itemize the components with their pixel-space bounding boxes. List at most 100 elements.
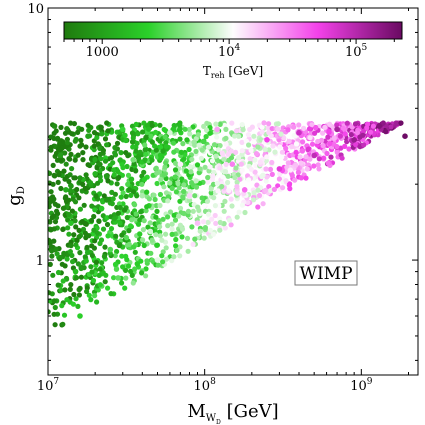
scatter-point — [152, 196, 158, 203]
scatter-point — [157, 233, 163, 239]
scatter-point — [304, 166, 310, 172]
scatter-point — [269, 171, 275, 177]
scatter-point — [252, 169, 258, 175]
scatter-point — [142, 142, 148, 148]
scatter-point — [239, 167, 245, 173]
scatter-point — [130, 157, 136, 163]
scatter-point — [104, 221, 111, 228]
scatter-point — [181, 182, 187, 188]
scatter-point — [202, 225, 208, 231]
scatter-point — [80, 157, 86, 163]
scatter-point — [169, 258, 175, 264]
scatter-point — [228, 222, 234, 228]
scatter-point — [48, 298, 53, 304]
scatter-point — [225, 179, 231, 186]
scatter-point — [279, 149, 285, 155]
scatter-point — [77, 285, 83, 291]
scatter-point — [137, 231, 143, 237]
scatter-point — [111, 216, 117, 222]
scatter-point — [55, 269, 62, 276]
scatter-point — [134, 140, 140, 146]
scatter-point — [118, 194, 124, 200]
axis-ticks — [47, 7, 418, 375]
colorbar-tick-label: 105 — [345, 43, 368, 60]
scatter-point — [120, 165, 126, 171]
scatter-point — [283, 145, 289, 151]
scatter-point — [163, 190, 170, 196]
scatter-point — [327, 141, 333, 147]
scatter-point — [180, 141, 186, 147]
scatter-point — [78, 137, 84, 143]
scatter-point — [73, 296, 79, 302]
scatter-point — [102, 279, 108, 285]
scatter-point — [201, 235, 207, 241]
scatter-point — [135, 221, 142, 227]
y-label-sub: D — [16, 186, 27, 194]
scatter-point — [320, 130, 326, 136]
scatter-point — [325, 134, 331, 140]
scatter-point — [354, 130, 360, 136]
scatter-points — [48, 120, 408, 328]
scatter-point — [62, 130, 69, 136]
scatter-point — [57, 157, 63, 163]
scatter-point — [78, 265, 84, 272]
scatter-point — [109, 201, 115, 207]
scatter-point — [105, 128, 111, 134]
scatter-point — [236, 155, 242, 161]
scatter-point — [276, 176, 282, 182]
scatter-point — [120, 190, 126, 196]
scatter-point — [114, 181, 120, 187]
scatter-point — [137, 217, 143, 223]
scatter-point — [192, 193, 198, 199]
scatter-point — [264, 154, 270, 160]
scatter-point — [154, 208, 160, 214]
scatter-point — [238, 161, 244, 167]
scatter-point — [144, 204, 150, 210]
scatter-point — [291, 124, 297, 130]
scatter-point — [172, 167, 179, 173]
scatter-point — [198, 155, 204, 161]
scatter-point — [243, 138, 249, 144]
scatter-point — [221, 156, 227, 162]
scatter-point — [149, 123, 155, 129]
scatter-point — [169, 226, 175, 232]
scatter-point — [276, 166, 283, 172]
scatter-point — [128, 268, 134, 274]
scatter-point — [272, 149, 278, 155]
scatter-point — [270, 143, 276, 149]
scatter-point — [89, 252, 95, 259]
scatter-point — [179, 226, 186, 232]
scatter-point — [342, 131, 348, 137]
scatter-point — [169, 185, 175, 191]
scatter-point — [76, 292, 82, 298]
scatter-point — [123, 137, 129, 144]
scatter-point — [187, 164, 193, 170]
scatter-point — [146, 126, 152, 132]
x-tick-labels: 107 108 109 — [37, 377, 373, 394]
scatter-point — [202, 164, 208, 170]
scatter-point — [215, 188, 221, 194]
scatter-point — [116, 174, 122, 181]
scatter-point — [134, 193, 140, 199]
scatter-point — [214, 180, 220, 186]
scatter-point — [285, 160, 291, 166]
scatter-point — [54, 208, 60, 214]
scatter-point — [251, 197, 257, 203]
scatter-point — [132, 249, 138, 255]
scatter-point — [171, 212, 177, 218]
scatter-point — [48, 226, 54, 233]
scatter-point — [64, 140, 70, 146]
scatter-point — [315, 138, 321, 145]
scatter-point — [232, 175, 238, 181]
scatter-point — [174, 247, 180, 253]
scatter-point — [62, 176, 68, 182]
scatter-point — [303, 154, 309, 160]
scatter-point — [190, 208, 196, 214]
scatter-point — [129, 130, 136, 136]
scatter-point — [186, 192, 193, 199]
scatter-point — [117, 157, 123, 163]
scatter-point — [181, 188, 187, 195]
scatter-point — [88, 217, 95, 224]
scatter-point — [315, 162, 321, 168]
scatter-point — [92, 207, 98, 213]
